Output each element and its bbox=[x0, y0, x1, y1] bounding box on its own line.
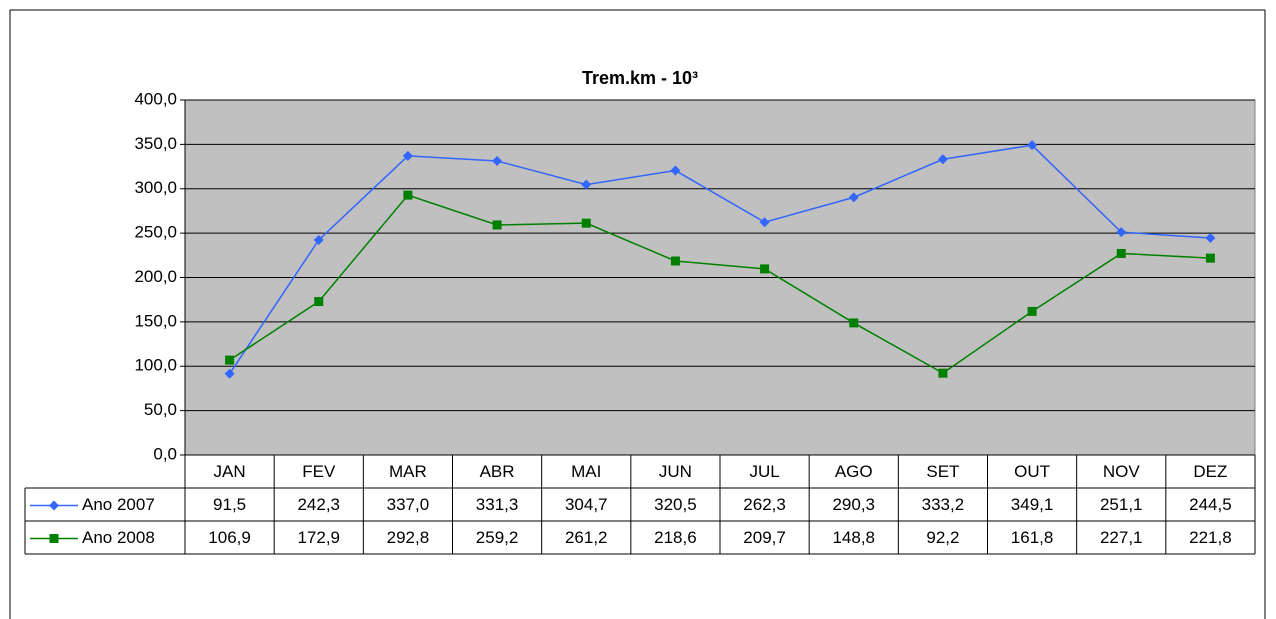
data-point bbox=[313, 234, 324, 245]
chart-title: Trem.km - 10³ bbox=[582, 68, 698, 88]
data-point bbox=[402, 150, 413, 161]
table-value: 251,1 bbox=[1100, 495, 1143, 514]
x-tick-label: OUT bbox=[1014, 462, 1050, 481]
table-value: 320,5 bbox=[654, 495, 697, 514]
data-point bbox=[1116, 227, 1127, 238]
table-value: 292,8 bbox=[387, 528, 430, 547]
data-point bbox=[938, 368, 948, 378]
table-value: 172,9 bbox=[297, 528, 340, 547]
table-value: 349,1 bbox=[1011, 495, 1054, 514]
legend-label: Ano 2007 bbox=[82, 495, 155, 514]
y-tick-label: 250,0 bbox=[134, 223, 177, 242]
data-point bbox=[1205, 233, 1216, 244]
y-tick-label: 50,0 bbox=[144, 400, 177, 419]
data-point bbox=[670, 256, 680, 266]
table-value: 259,2 bbox=[476, 528, 519, 547]
table-value: 92,2 bbox=[926, 528, 959, 547]
table-value: 244,5 bbox=[1189, 495, 1232, 514]
x-tick-label: JAN bbox=[214, 462, 246, 481]
table-value: 227,1 bbox=[1100, 528, 1143, 547]
y-tick-label: 150,0 bbox=[134, 311, 177, 330]
table-value: 331,3 bbox=[476, 495, 519, 514]
data-point bbox=[492, 155, 503, 166]
data-point bbox=[225, 355, 235, 365]
data-point bbox=[1027, 306, 1037, 316]
x-tick-label: FEV bbox=[302, 462, 336, 481]
x-tick-label: JUN bbox=[659, 462, 692, 481]
table-value: 106,9 bbox=[208, 528, 251, 547]
table-value: 261,2 bbox=[565, 528, 608, 547]
table-value: 337,0 bbox=[387, 495, 430, 514]
data-point bbox=[1205, 253, 1215, 263]
data-point bbox=[1027, 140, 1038, 151]
y-tick-label: 200,0 bbox=[134, 267, 177, 286]
x-tick-label: NOV bbox=[1103, 462, 1141, 481]
x-tick-label: ABR bbox=[480, 462, 515, 481]
data-point bbox=[581, 218, 591, 228]
table-value: 148,8 bbox=[832, 528, 875, 547]
table-value: 290,3 bbox=[832, 495, 875, 514]
data-point bbox=[937, 154, 948, 165]
data-point bbox=[403, 190, 413, 200]
table-value: 209,7 bbox=[743, 528, 786, 547]
table-value: 91,5 bbox=[213, 495, 246, 514]
data-point bbox=[670, 165, 681, 176]
data-point bbox=[1116, 248, 1126, 258]
y-tick-label: 350,0 bbox=[134, 134, 177, 153]
legend-marker bbox=[49, 500, 59, 511]
x-tick-label: DEZ bbox=[1193, 462, 1227, 481]
data-point bbox=[492, 220, 502, 230]
y-tick-label: 0,0 bbox=[153, 444, 177, 463]
table-value: 218,6 bbox=[654, 528, 697, 547]
data-point bbox=[849, 318, 859, 328]
table-value: 333,2 bbox=[922, 495, 965, 514]
x-tick-label: MAR bbox=[389, 462, 427, 481]
table-value: 221,8 bbox=[1189, 528, 1232, 547]
legend-marker bbox=[49, 534, 59, 543]
table-value: 242,3 bbox=[297, 495, 340, 514]
data-point bbox=[314, 297, 324, 307]
series-line bbox=[229, 194, 1211, 375]
table-value: 304,7 bbox=[565, 495, 608, 514]
y-tick-label: 100,0 bbox=[134, 356, 177, 375]
x-tick-label: MAI bbox=[571, 462, 601, 481]
y-tick-label: 300,0 bbox=[134, 178, 177, 197]
data-point bbox=[759, 217, 770, 228]
series-line bbox=[228, 144, 1211, 375]
x-tick-label: SET bbox=[926, 462, 959, 481]
data-point bbox=[224, 368, 235, 379]
y-tick-label: 400,0 bbox=[134, 89, 177, 108]
data-point bbox=[848, 192, 859, 203]
table-value: 262,3 bbox=[743, 495, 786, 514]
legend-label: Ano 2008 bbox=[82, 528, 155, 547]
x-tick-label: JUL bbox=[749, 462, 779, 481]
table-value: 161,8 bbox=[1011, 528, 1054, 547]
x-tick-label: AGO bbox=[835, 462, 873, 481]
data-point bbox=[760, 264, 770, 274]
data-point bbox=[581, 179, 592, 190]
